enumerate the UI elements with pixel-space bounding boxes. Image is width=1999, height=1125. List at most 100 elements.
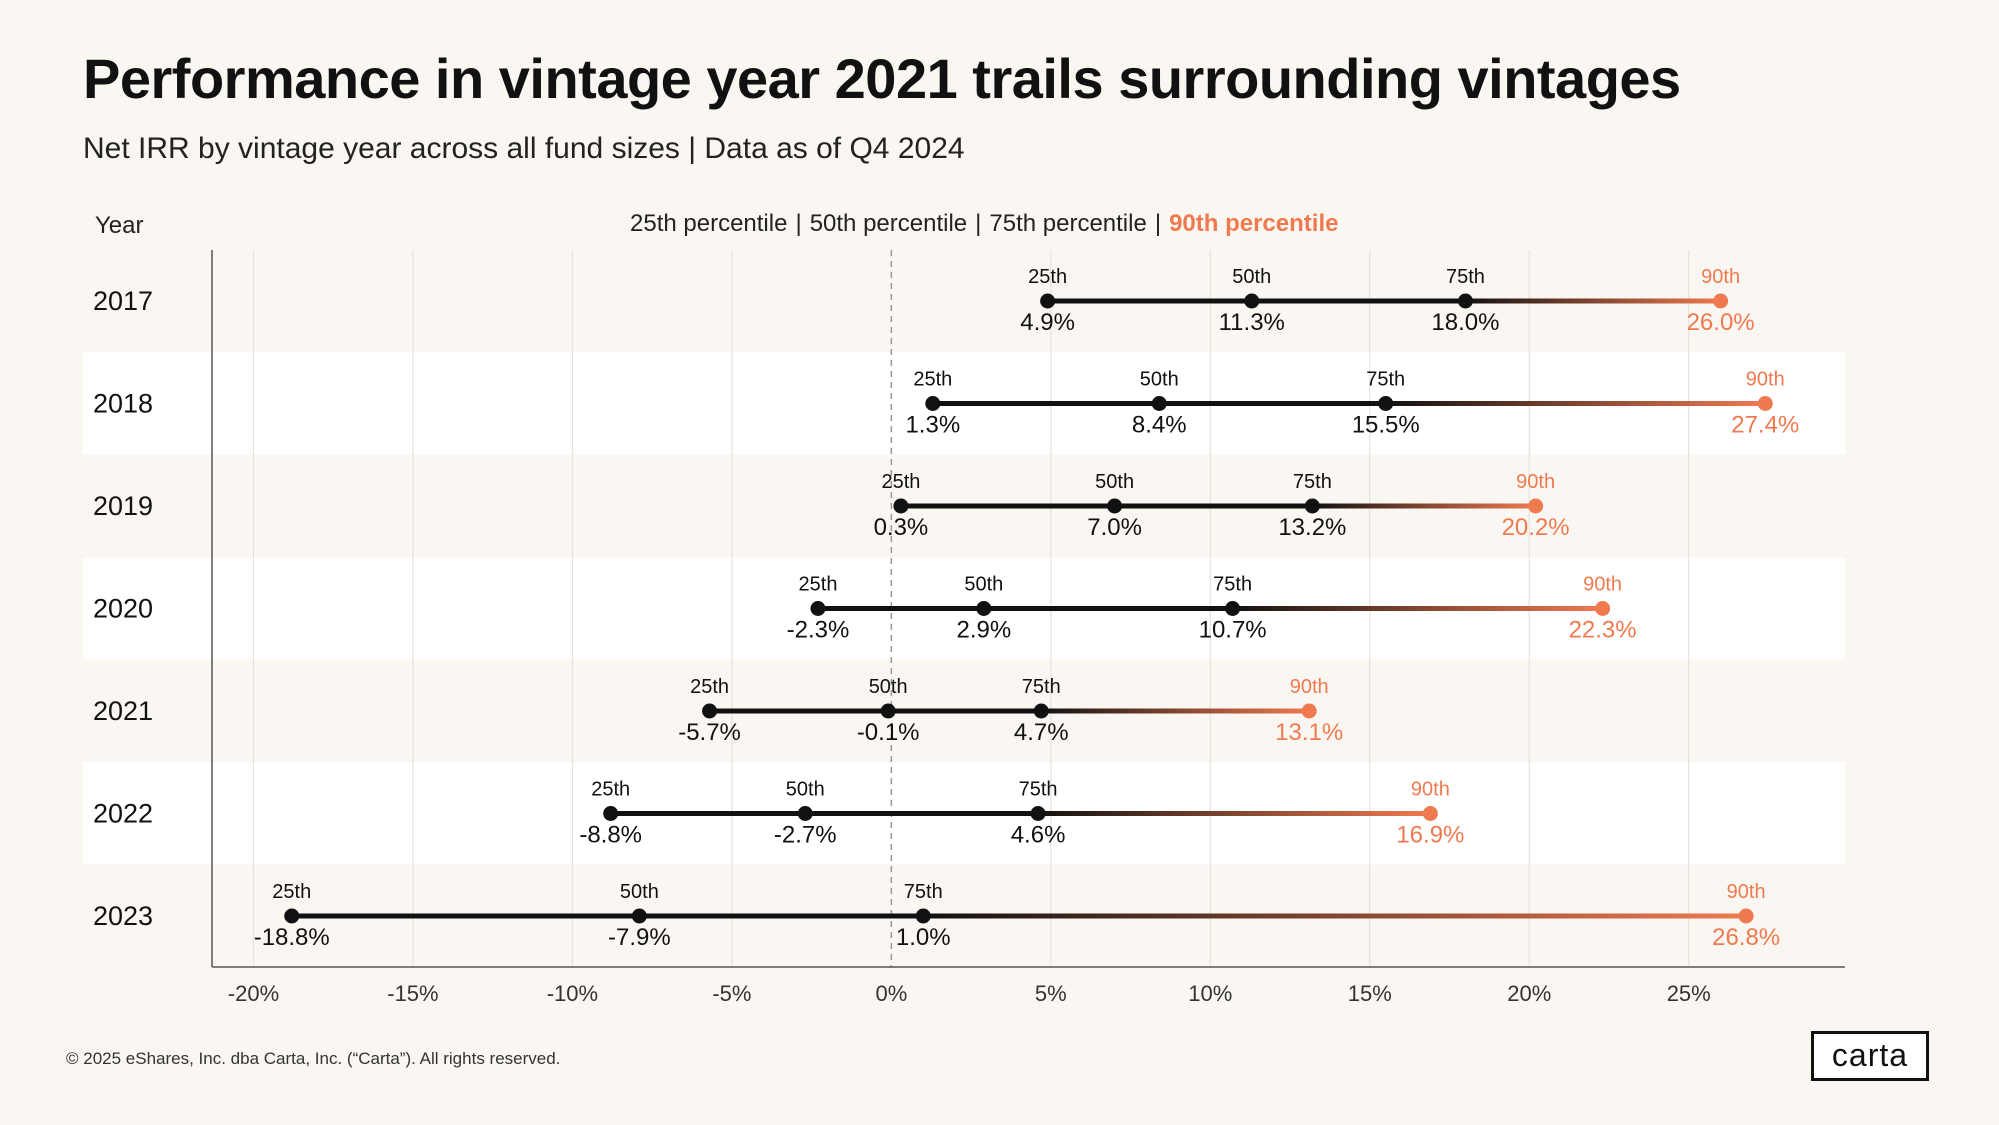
percentile-tag: 50th: [869, 676, 908, 698]
year-label: 2021: [93, 696, 153, 726]
year-label: 2019: [93, 491, 153, 521]
percentile-tag: 25th: [881, 471, 920, 493]
year-label: 2018: [93, 389, 153, 419]
percentile-tag: 50th: [1232, 266, 1271, 288]
percentile-tag: 90th: [1727, 881, 1766, 903]
year-label: 2017: [93, 286, 153, 316]
value-label: 4.6%: [1011, 822, 1066, 849]
x-tick-label: -15%: [387, 981, 438, 1006]
value-label: 10.7%: [1199, 617, 1267, 644]
percentile-tag: 25th: [272, 881, 311, 903]
x-tick-label: 5%: [1035, 981, 1067, 1006]
value-label: 15.5%: [1352, 412, 1420, 439]
value-label: -5.7%: [678, 719, 741, 746]
marker-50th: [797, 806, 813, 821]
legend-separator: |: [975, 210, 982, 237]
marker-90th: [1713, 293, 1729, 309]
percentile-tag: 25th: [1028, 266, 1067, 288]
marker-90th: [1757, 396, 1773, 411]
year-label: 2020: [93, 594, 153, 624]
marker-90th: [1738, 908, 1754, 924]
copyright-footer: © 2025 eShares, Inc. dba Carta, Inc. (“C…: [66, 1049, 561, 1068]
marker-50th: [976, 601, 992, 616]
carta-logo: carta: [1811, 1031, 1929, 1081]
x-tick-label: 25%: [1667, 981, 1711, 1006]
marker-50th: [1151, 396, 1167, 411]
percentile-tag: 50th: [964, 574, 1003, 596]
percentile-tag: 75th: [904, 881, 943, 903]
value-label: 1.0%: [896, 924, 951, 951]
value-label: 0.3%: [874, 514, 929, 541]
x-tick-label: 20%: [1507, 981, 1551, 1006]
value-label: 18.0%: [1431, 309, 1499, 336]
legend-item-90th: 90th percentile: [1169, 210, 1339, 237]
value-label: 8.4%: [1132, 412, 1187, 439]
value-label: -8.8%: [579, 822, 642, 849]
x-tick-label: 15%: [1348, 981, 1392, 1006]
marker-75th: [1225, 601, 1241, 616]
marker-50th: [1244, 293, 1260, 309]
percentile-tag: 25th: [591, 779, 630, 801]
marker-90th: [1422, 806, 1438, 821]
marker-25th: [893, 498, 909, 514]
value-label: -2.7%: [774, 822, 837, 849]
chart-title: Performance in vintage year 2021 trails …: [83, 47, 1681, 110]
percentile-tag: 50th: [786, 779, 825, 801]
marker-25th: [925, 396, 941, 411]
x-tick-label: -20%: [228, 981, 279, 1006]
marker-90th: [1528, 498, 1544, 514]
marker-50th: [1107, 498, 1123, 514]
chart-subtitle: Net IRR by vintage year across all fund …: [83, 132, 965, 165]
marker-75th: [1378, 396, 1394, 411]
value-label: 26.0%: [1687, 309, 1755, 336]
percentile-tag: 90th: [1701, 266, 1740, 288]
legend: 25th percentile | 50th percentile | 75th per…: [630, 210, 1338, 238]
value-label: 13.2%: [1278, 514, 1346, 541]
marker-25th: [1040, 293, 1056, 309]
x-tick-label: 0%: [875, 981, 907, 1006]
value-label: 1.3%: [905, 412, 960, 439]
value-label: 4.7%: [1014, 719, 1069, 746]
marker-75th: [915, 908, 931, 924]
marker-25th: [810, 601, 826, 616]
value-label: 4.9%: [1020, 309, 1075, 336]
value-label: -0.1%: [857, 719, 920, 746]
year-column-header: Year: [95, 212, 144, 239]
legend-separator: |: [795, 210, 802, 237]
legend-item-75th: 75th percentile: [989, 210, 1147, 237]
marker-50th: [631, 908, 647, 924]
marker-50th: [880, 703, 896, 719]
value-label: 2.9%: [956, 617, 1011, 644]
legend-item-25th: 25th percentile: [630, 210, 788, 237]
legend-separator: |: [1154, 210, 1162, 237]
year-label: 2023: [93, 901, 153, 931]
percentile-tag: 90th: [1583, 574, 1622, 596]
legend-item-50th: 50th percentile: [809, 210, 968, 237]
marker-25th: [603, 806, 619, 821]
value-label: 11.3%: [1219, 309, 1285, 336]
value-label: -2.3%: [787, 617, 850, 644]
percentile-tag: 75th: [1019, 779, 1058, 801]
percentile-tag: 25th: [799, 574, 838, 596]
marker-25th: [284, 908, 300, 924]
percentile-tag: 50th: [620, 881, 659, 903]
value-label: 7.0%: [1087, 514, 1142, 541]
value-label: 16.9%: [1396, 822, 1464, 849]
marker-75th: [1030, 806, 1046, 821]
marker-90th: [1301, 703, 1317, 719]
value-label: 13.1%: [1275, 719, 1343, 746]
value-label: 27.4%: [1731, 412, 1799, 439]
percentile-tag: 75th: [1022, 676, 1061, 698]
percentile-tag: 75th: [1293, 471, 1332, 493]
marker-75th: [1033, 703, 1049, 719]
percentile-tag: 50th: [1095, 471, 1134, 493]
value-label: 22.3%: [1569, 617, 1637, 644]
value-label: -18.8%: [254, 924, 330, 951]
year-label: 2022: [93, 799, 153, 829]
marker-90th: [1595, 601, 1611, 616]
percentile-tag: 75th: [1366, 369, 1405, 391]
percentile-tag: 90th: [1516, 471, 1555, 493]
percentile-tag: 90th: [1411, 779, 1450, 801]
x-tick-label: -10%: [547, 981, 598, 1006]
